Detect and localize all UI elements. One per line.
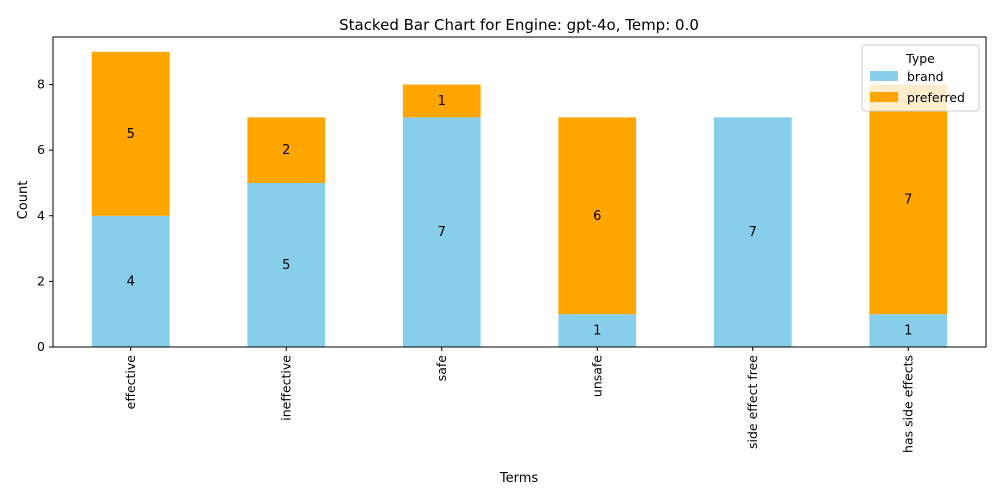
bar-preferred-0 (91, 51, 170, 216)
data-label-preferred-0: 5 (127, 127, 135, 142)
data-label-preferred-3: 6 (593, 209, 601, 224)
x-axis-label: Terms (499, 471, 539, 486)
data-label-brand-2: 7 (438, 225, 446, 240)
data-label-brand-3: 1 (593, 324, 601, 339)
legend-swatch-brand (870, 71, 898, 81)
y-tick-label-1: 2 (37, 273, 45, 288)
y-tick-label-3: 6 (37, 142, 45, 157)
bar-brand-3 (558, 314, 637, 347)
data-label-preferred-5: 7 (904, 192, 912, 207)
bar-brand-0 (91, 215, 170, 347)
y-tick-label-4: 8 (37, 77, 45, 92)
data-label-preferred-2: 1 (438, 94, 446, 109)
x-tick-label-4: side effect free (745, 355, 760, 449)
data-label-brand-1: 5 (282, 258, 290, 273)
bar-brand-1 (247, 182, 326, 347)
legend-label-brand: brand (907, 69, 944, 84)
x-tick-label-2: safe (434, 355, 449, 382)
bar-preferred-2 (402, 84, 481, 118)
bar-brand-5 (869, 314, 948, 347)
data-label-brand-5: 1 (904, 324, 912, 339)
legend-title: Type (905, 51, 935, 66)
bar-preferred-1 (247, 117, 326, 183)
x-tick-label-3: unsafe (589, 355, 604, 397)
y-tick-label-2: 4 (37, 208, 45, 223)
legend-swatch-preferred (870, 92, 898, 102)
data-label-brand-0: 4 (127, 274, 135, 289)
data-label-preferred-1: 2 (282, 143, 290, 158)
legend: Type brand preferred (861, 44, 980, 112)
bar-preferred-3 (558, 117, 637, 315)
y-axis-label: Count (16, 181, 31, 220)
bar-brand-4 (713, 117, 792, 348)
x-tick-label-5: has side effects (900, 355, 915, 453)
data-label-brand-4: 7 (749, 225, 757, 240)
x-tick-label-0: effective (123, 355, 138, 410)
plot-frame (52, 36, 987, 348)
bar-brand-2 (402, 117, 481, 348)
y-tick-label-0: 0 (37, 339, 45, 354)
x-tick-label-1: ineffective (278, 355, 293, 421)
legend-label-preferred: preferred (907, 90, 965, 105)
bar-preferred-5 (869, 84, 948, 315)
plot-area: 4 5 effective 5 2 ineffective 7 1 safe 1 6 unsafe 7 s… (37, 36, 987, 453)
chart-title: Stacked Bar Chart for Engine: gpt-4o, Te… (339, 16, 699, 34)
